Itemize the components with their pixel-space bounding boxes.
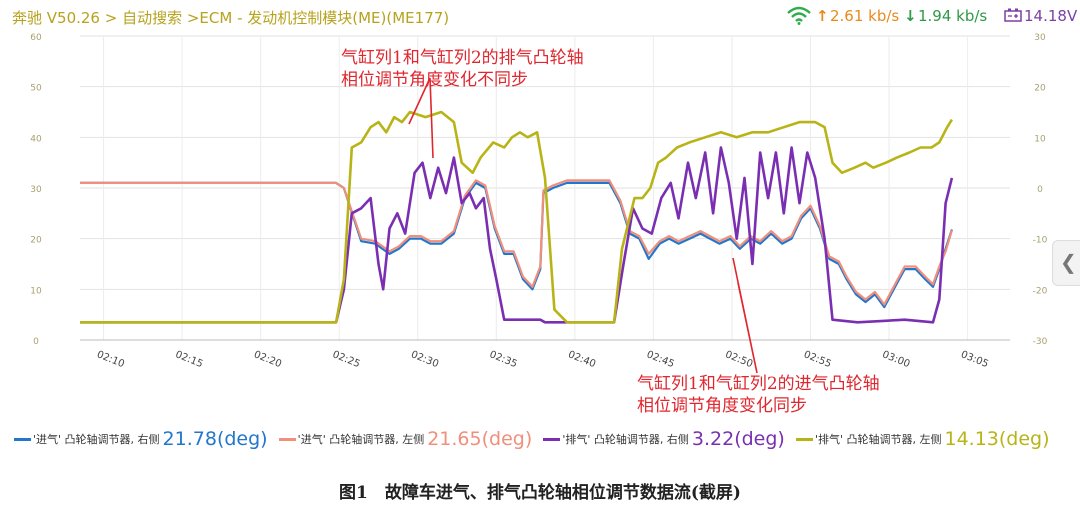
battery-icon	[1004, 8, 1022, 22]
x-tick-label: 02:15	[174, 349, 205, 370]
legend-entry[interactable]: '进气' 凸轮轴调节器, 左侧 21.65(deg)	[278, 428, 533, 450]
download-speed: 1.94 kb/s	[918, 7, 988, 25]
x-tick-label: 02:25	[331, 349, 362, 370]
status-bar: 奔驰 V50.26 > 自动搜索 >ECM - 发动机控制模块(ME)(ME17…	[0, 0, 1080, 32]
legend-swatch	[795, 437, 813, 441]
annotation-exhaust-unsynced: 气缸列1和气缸列2的排气凸轮轴 相位调节角度变化不同步	[341, 47, 584, 91]
legend-label: '排气' 凸轮轴调节器, 左侧	[814, 433, 942, 446]
x-tick-label: 02:45	[645, 349, 676, 370]
annotation-line: 相位调节角度变化不同步	[341, 70, 528, 90]
legend-value: 3.22(deg)	[691, 428, 785, 450]
legend-swatch	[14, 437, 31, 441]
wifi-icon	[787, 6, 811, 25]
annotation-line: 气缸列1和气缸列2的进气凸轮轴	[637, 374, 880, 394]
upload-speed: 2.61 kb/s	[830, 7, 900, 25]
download-arrow-icon: ↓	[904, 7, 917, 25]
right-tick-label: -30	[1033, 337, 1048, 347]
x-tick-label: 03:00	[881, 349, 912, 370]
x-tick-label: 02:30	[409, 349, 440, 370]
x-tick-label: 02:40	[566, 349, 597, 370]
figure-caption: 图1 故障车进气、排气凸轮轴相位调节数据流(截屏)	[339, 483, 741, 503]
series-line	[80, 181, 953, 309]
x-tick-label: 02:20	[252, 349, 283, 370]
legend-label: '进气' 凸轮轴调节器, 右侧	[33, 433, 160, 446]
annotation-arrows	[408, 77, 758, 374]
legend-entry[interactable]: '排气' 凸轮轴调节器, 左侧 14.13(deg)	[795, 428, 1050, 450]
legend-entry[interactable]: '排气' 凸轮轴调节器, 右侧 3.22(deg)	[543, 428, 785, 450]
right-tick-label: -10	[1033, 236, 1048, 246]
legend-entry[interactable]: '进气' 凸轮轴调节器, 右侧 21.78(deg)	[14, 428, 268, 450]
x-tick-label: 03:05	[959, 349, 990, 370]
annotation-line: 相位调节角度变化同步	[637, 396, 807, 416]
breadcrumb[interactable]: 奔驰 V50.26 > 自动搜索 >ECM - 发动机控制模块(ME)(ME17…	[12, 9, 450, 27]
left-tick-label: 0	[33, 337, 39, 347]
battery-voltage: 14.18V	[1024, 7, 1078, 25]
series-line	[80, 146, 954, 324]
x-tick-label: 02:50	[723, 349, 754, 370]
x-tick-label: 02:35	[488, 349, 519, 370]
x-tick-label: 02:10	[95, 349, 126, 370]
right-tick-label: 0	[1037, 185, 1043, 195]
right-tick-label: 20	[1034, 84, 1046, 94]
annotation-arrow	[732, 257, 758, 374]
legend-value: 21.78(deg)	[162, 428, 268, 450]
x-tick-label: 02:55	[802, 349, 833, 370]
legend-label: '进气' 凸轮轴调节器, 左侧	[297, 433, 425, 446]
upload-arrow-icon: ↑	[816, 7, 829, 25]
series-line	[80, 179, 953, 306]
left-tick-label: 30	[30, 185, 42, 195]
left-tick-label: 40	[30, 134, 42, 144]
left-tick-label: 50	[30, 84, 42, 94]
line-chart: 0 -30 10 -20 20 -10 30 0 40 10 50 20 60 30 02:10 02:15 0…	[30, 33, 1048, 374]
chart-series	[80, 110, 954, 324]
left-tick-label: 20	[30, 236, 42, 246]
chevron-left-icon: ❮	[1060, 250, 1077, 274]
annotation-line: 气缸列1和气缸列2的排气凸轮轴	[341, 48, 584, 68]
annotation-intake-synced: 气缸列1和气缸列2的进气凸轮轴 相位调节角度变化同步	[637, 373, 880, 417]
scroll-right-button[interactable]: ❮	[1052, 240, 1080, 286]
legend-value: 21.65(deg)	[427, 428, 533, 450]
right-tick-label: -20	[1033, 286, 1048, 296]
legend-swatch	[543, 437, 561, 441]
right-tick-label: 30	[1034, 33, 1046, 43]
right-tick-label: 10	[1034, 134, 1046, 144]
left-tick-label: 60	[30, 33, 42, 43]
left-tick-label: 10	[30, 286, 42, 296]
series-line	[80, 110, 954, 324]
annotation-arrow	[408, 77, 434, 159]
legend-value: 14.13(deg)	[944, 428, 1050, 450]
chart-legend: '进气' 凸轮轴调节器, 右侧 21.78(deg) '进气' 凸轮轴调节器, 左…	[14, 428, 1056, 450]
legend-label: '排气' 凸轮轴调节器, 右侧	[562, 433, 689, 446]
legend-swatch	[278, 437, 296, 441]
